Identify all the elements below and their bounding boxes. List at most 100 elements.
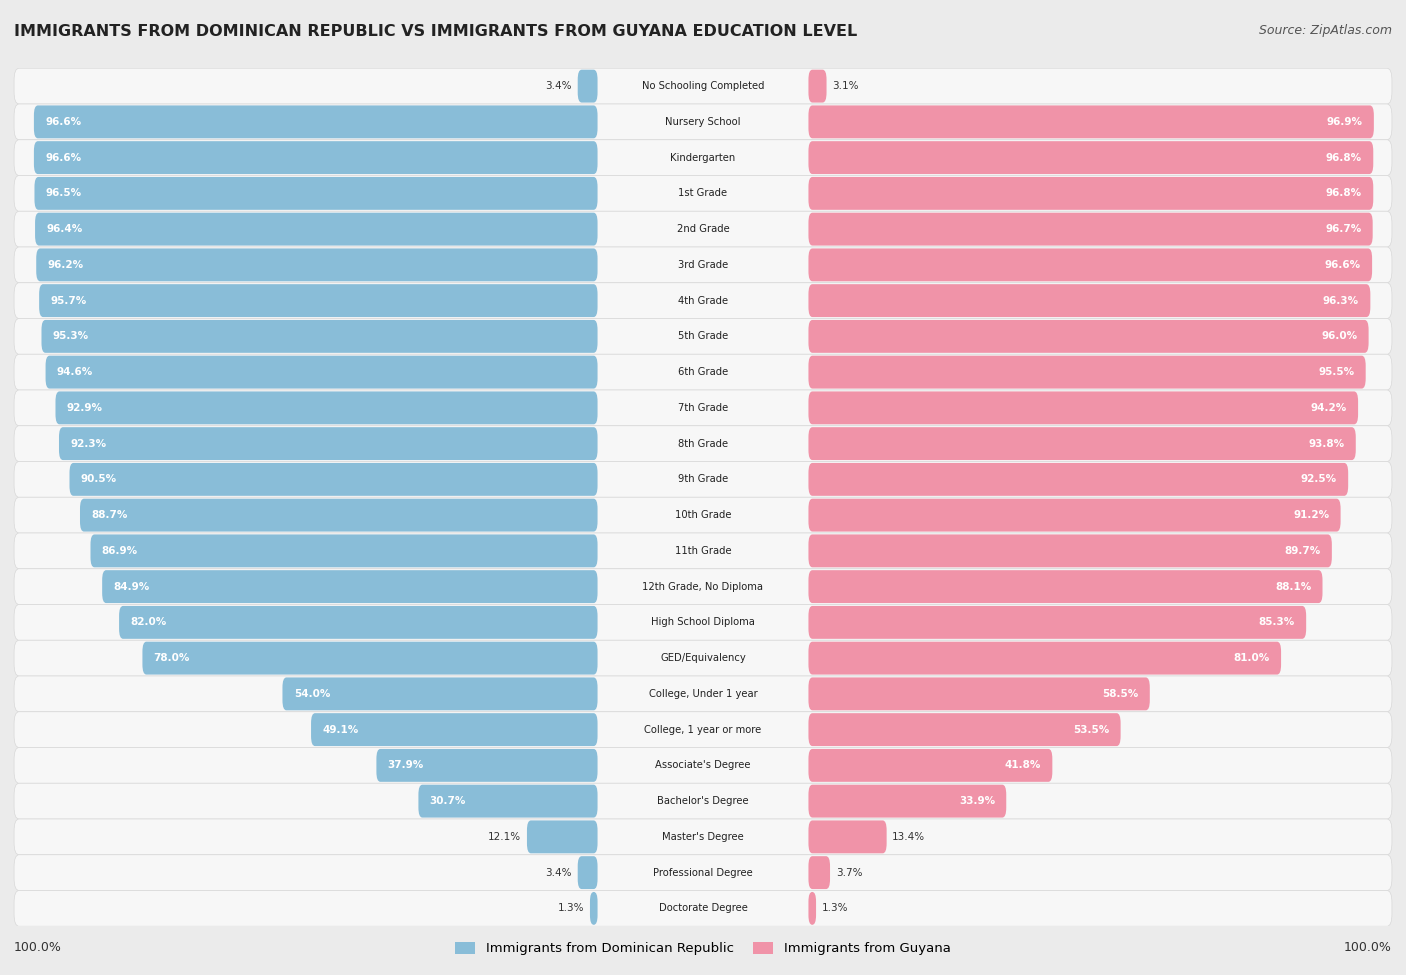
FancyBboxPatch shape bbox=[808, 249, 1372, 282]
FancyBboxPatch shape bbox=[14, 855, 1392, 890]
FancyBboxPatch shape bbox=[35, 213, 598, 246]
Text: 95.7%: 95.7% bbox=[51, 295, 87, 305]
FancyBboxPatch shape bbox=[59, 427, 598, 460]
Text: 96.6%: 96.6% bbox=[45, 153, 82, 163]
Text: 96.8%: 96.8% bbox=[1326, 188, 1362, 198]
FancyBboxPatch shape bbox=[808, 427, 1355, 460]
Text: 96.7%: 96.7% bbox=[1326, 224, 1361, 234]
Text: 85.3%: 85.3% bbox=[1258, 617, 1295, 627]
FancyBboxPatch shape bbox=[14, 390, 1392, 426]
Text: 100.0%: 100.0% bbox=[14, 941, 62, 955]
FancyBboxPatch shape bbox=[142, 642, 598, 675]
FancyBboxPatch shape bbox=[14, 426, 1392, 461]
Text: 95.3%: 95.3% bbox=[53, 332, 89, 341]
FancyBboxPatch shape bbox=[14, 748, 1392, 783]
FancyBboxPatch shape bbox=[808, 463, 1348, 496]
Text: Source: ZipAtlas.com: Source: ZipAtlas.com bbox=[1258, 24, 1392, 37]
FancyBboxPatch shape bbox=[14, 819, 1392, 855]
FancyBboxPatch shape bbox=[69, 463, 598, 496]
FancyBboxPatch shape bbox=[527, 820, 598, 853]
FancyBboxPatch shape bbox=[591, 892, 598, 925]
Text: 84.9%: 84.9% bbox=[114, 582, 149, 592]
Text: 4th Grade: 4th Grade bbox=[678, 295, 728, 305]
Legend: Immigrants from Dominican Republic, Immigrants from Guyana: Immigrants from Dominican Republic, Immi… bbox=[450, 937, 956, 960]
Text: 7th Grade: 7th Grade bbox=[678, 403, 728, 412]
Text: 3.7%: 3.7% bbox=[835, 868, 862, 878]
Text: No Schooling Completed: No Schooling Completed bbox=[641, 81, 765, 91]
Text: 6th Grade: 6th Grade bbox=[678, 368, 728, 377]
Text: 92.5%: 92.5% bbox=[1301, 475, 1337, 485]
Text: College, Under 1 year: College, Under 1 year bbox=[648, 689, 758, 699]
FancyBboxPatch shape bbox=[808, 605, 1306, 639]
Text: 96.6%: 96.6% bbox=[1324, 260, 1361, 270]
Text: 30.7%: 30.7% bbox=[430, 797, 465, 806]
FancyBboxPatch shape bbox=[419, 785, 598, 818]
FancyBboxPatch shape bbox=[14, 176, 1392, 212]
Text: 37.9%: 37.9% bbox=[388, 760, 423, 770]
Text: 90.5%: 90.5% bbox=[80, 475, 117, 485]
FancyBboxPatch shape bbox=[45, 356, 598, 389]
FancyBboxPatch shape bbox=[37, 249, 598, 282]
Text: 33.9%: 33.9% bbox=[959, 797, 995, 806]
FancyBboxPatch shape bbox=[14, 676, 1392, 712]
Text: 96.9%: 96.9% bbox=[1327, 117, 1362, 127]
FancyBboxPatch shape bbox=[14, 283, 1392, 319]
FancyBboxPatch shape bbox=[808, 391, 1358, 424]
FancyBboxPatch shape bbox=[808, 105, 1374, 138]
FancyBboxPatch shape bbox=[578, 856, 598, 889]
FancyBboxPatch shape bbox=[808, 176, 1374, 210]
Text: 49.1%: 49.1% bbox=[322, 724, 359, 734]
Text: Master's Degree: Master's Degree bbox=[662, 832, 744, 841]
FancyBboxPatch shape bbox=[808, 534, 1331, 567]
Text: 12.1%: 12.1% bbox=[488, 832, 522, 841]
FancyBboxPatch shape bbox=[377, 749, 598, 782]
FancyBboxPatch shape bbox=[808, 820, 887, 853]
FancyBboxPatch shape bbox=[14, 568, 1392, 604]
Text: 11th Grade: 11th Grade bbox=[675, 546, 731, 556]
Text: Professional Degree: Professional Degree bbox=[654, 868, 752, 878]
FancyBboxPatch shape bbox=[14, 354, 1392, 390]
FancyBboxPatch shape bbox=[14, 783, 1392, 819]
FancyBboxPatch shape bbox=[808, 892, 815, 925]
FancyBboxPatch shape bbox=[14, 712, 1392, 748]
FancyBboxPatch shape bbox=[808, 356, 1365, 389]
Text: 96.8%: 96.8% bbox=[1326, 153, 1362, 163]
FancyBboxPatch shape bbox=[808, 642, 1281, 675]
Text: 78.0%: 78.0% bbox=[153, 653, 190, 663]
Text: 5th Grade: 5th Grade bbox=[678, 332, 728, 341]
FancyBboxPatch shape bbox=[808, 284, 1371, 317]
FancyBboxPatch shape bbox=[14, 104, 1392, 139]
Text: 3.4%: 3.4% bbox=[546, 81, 572, 91]
FancyBboxPatch shape bbox=[34, 105, 598, 138]
FancyBboxPatch shape bbox=[808, 749, 1052, 782]
FancyBboxPatch shape bbox=[55, 391, 598, 424]
FancyBboxPatch shape bbox=[39, 284, 598, 317]
FancyBboxPatch shape bbox=[14, 497, 1392, 533]
FancyBboxPatch shape bbox=[808, 570, 1323, 604]
Text: 96.6%: 96.6% bbox=[45, 117, 82, 127]
Text: 2nd Grade: 2nd Grade bbox=[676, 224, 730, 234]
Text: 3.1%: 3.1% bbox=[832, 81, 859, 91]
Text: 96.4%: 96.4% bbox=[46, 224, 83, 234]
Text: Bachelor's Degree: Bachelor's Degree bbox=[657, 797, 749, 806]
FancyBboxPatch shape bbox=[808, 69, 827, 102]
Text: 95.5%: 95.5% bbox=[1319, 368, 1354, 377]
FancyBboxPatch shape bbox=[14, 461, 1392, 497]
Text: 96.5%: 96.5% bbox=[46, 188, 82, 198]
FancyBboxPatch shape bbox=[808, 678, 1150, 711]
Text: 9th Grade: 9th Grade bbox=[678, 475, 728, 485]
FancyBboxPatch shape bbox=[42, 320, 598, 353]
Text: High School Diploma: High School Diploma bbox=[651, 617, 755, 627]
Text: 1.3%: 1.3% bbox=[558, 904, 585, 914]
FancyBboxPatch shape bbox=[808, 141, 1374, 175]
Text: 88.7%: 88.7% bbox=[91, 510, 128, 520]
Text: 3rd Grade: 3rd Grade bbox=[678, 260, 728, 270]
Text: 54.0%: 54.0% bbox=[294, 689, 330, 699]
FancyBboxPatch shape bbox=[578, 69, 598, 102]
FancyBboxPatch shape bbox=[80, 498, 598, 531]
FancyBboxPatch shape bbox=[35, 176, 598, 210]
FancyBboxPatch shape bbox=[14, 247, 1392, 283]
FancyBboxPatch shape bbox=[90, 534, 598, 567]
Text: 82.0%: 82.0% bbox=[131, 617, 166, 627]
Text: 3.4%: 3.4% bbox=[546, 868, 572, 878]
